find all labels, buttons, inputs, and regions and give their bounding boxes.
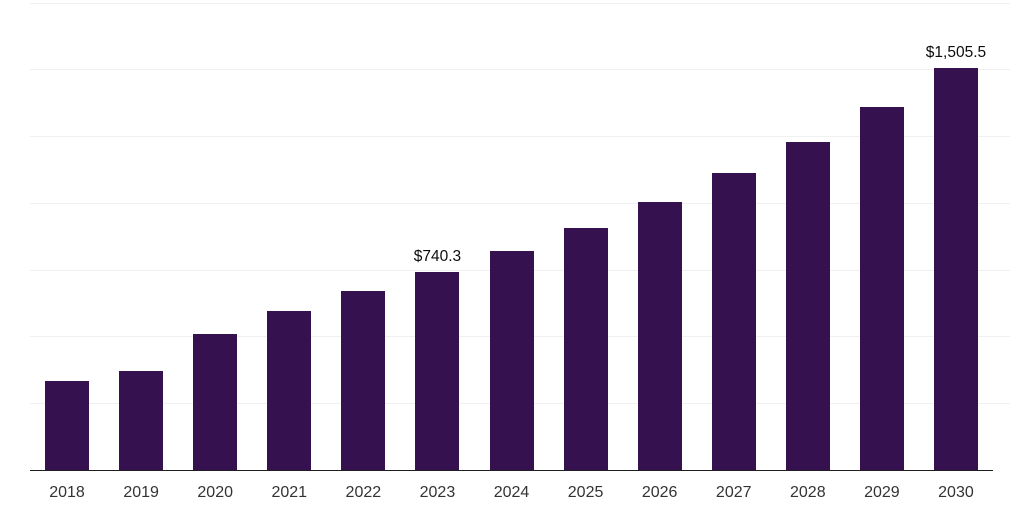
x-tick-label-2021: 2021 bbox=[271, 484, 308, 501]
bar-2025 bbox=[563, 227, 608, 470]
bar-2018 bbox=[45, 380, 90, 470]
bar-2021 bbox=[267, 310, 312, 470]
x-tick-label-2025: 2025 bbox=[567, 484, 604, 501]
gridline-1250 bbox=[30, 136, 1010, 138]
x-tick-label-2024: 2024 bbox=[493, 484, 530, 501]
gridline-1000 bbox=[30, 202, 1010, 204]
x-tick-label-2026: 2026 bbox=[641, 484, 678, 501]
bar-2030 bbox=[933, 67, 978, 470]
bar-2029 bbox=[859, 106, 904, 470]
x-tick-label-2030: 2030 bbox=[938, 484, 974, 501]
bar-2027 bbox=[711, 173, 756, 470]
bar-2022 bbox=[341, 291, 386, 470]
gridline-1500 bbox=[30, 69, 1010, 71]
bar-2019 bbox=[119, 370, 164, 470]
gridline-1750 bbox=[30, 2, 1010, 4]
x-tick-label-2029: 2029 bbox=[864, 484, 900, 501]
bar-2024 bbox=[489, 251, 534, 470]
x-axis-line bbox=[30, 469, 993, 471]
bar-2020 bbox=[193, 334, 238, 470]
x-tick-label-2027: 2027 bbox=[715, 484, 752, 501]
x-tick-label-2019: 2019 bbox=[123, 484, 159, 501]
x-tick-label-2018: 2018 bbox=[49, 484, 85, 501]
bar-2026 bbox=[637, 201, 682, 470]
bar-2028 bbox=[785, 141, 830, 470]
x-tick-label-2022: 2022 bbox=[345, 484, 382, 501]
x-tick-label-2028: 2028 bbox=[790, 484, 826, 501]
x-tick-label-2023: 2023 bbox=[419, 484, 456, 501]
bar-2023 bbox=[415, 272, 460, 470]
bar-value-label-2030: $1,505.5 bbox=[925, 43, 987, 61]
x-tick-label-2020: 2020 bbox=[197, 484, 233, 501]
bar-value-label-2023: $740.3 bbox=[413, 248, 462, 266]
